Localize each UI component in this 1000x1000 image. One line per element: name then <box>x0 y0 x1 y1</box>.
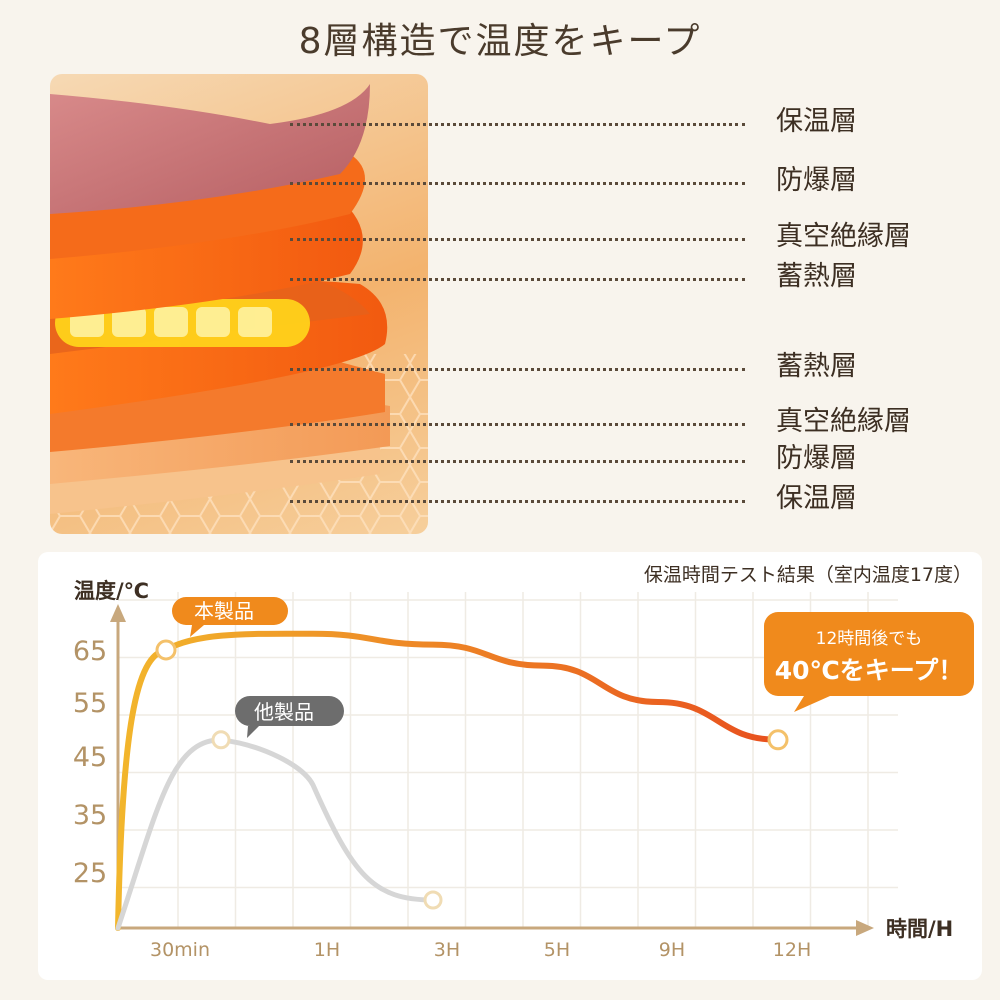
x-axis-label: 時間/H <box>886 917 953 941</box>
x-tick-label: 30min <box>150 939 210 961</box>
chart-title: 保温時間テスト結果（室内温度17度） <box>644 564 972 586</box>
callout-ours-bubble <box>172 597 288 637</box>
layer-label: 真空絶縁層 <box>776 221 911 252</box>
layer-label: 防爆層 <box>776 443 857 474</box>
layer-leader-line <box>290 500 745 503</box>
series-line-others <box>115 737 436 931</box>
y-tick-label: 65 <box>73 636 107 667</box>
annotation-line2: 40℃をキープ！ <box>775 656 964 685</box>
layer-label: 防爆層 <box>776 165 857 196</box>
data-point-others <box>423 890 443 910</box>
annotation-bubble <box>764 612 974 712</box>
series-name-ours: 本製品 <box>194 599 254 623</box>
y-tick-label: 25 <box>73 858 107 889</box>
x-tick-label: 5H <box>544 939 570 961</box>
data-point-ours <box>155 639 177 661</box>
y-tick-label: 55 <box>73 688 107 719</box>
series-line-ours <box>115 630 781 931</box>
y-axis-arrow <box>110 604 126 622</box>
layer-leader-line <box>290 182 745 185</box>
temperature-chart: 保温時間テスト結果（室内温度17度） 温度/℃ 時間/H 25 35 45 55 65 30mi… <box>73 564 974 961</box>
insole-layers-illustration <box>50 74 428 534</box>
layer-leader-line <box>290 238 745 241</box>
page-title: 8層構造で温度をキープ <box>298 21 702 62</box>
x-axis-arrow <box>856 920 874 936</box>
y-tick-label: 35 <box>73 800 107 831</box>
x-tick-label: 3H <box>434 939 460 961</box>
layer-leader-line <box>290 423 745 426</box>
layer-label: 保温層 <box>776 483 857 514</box>
callout-others-bubble <box>235 696 344 738</box>
series-name-others: 他製品 <box>254 700 314 724</box>
data-point-ours <box>767 729 789 751</box>
layer-label: 蓄熱層 <box>776 261 857 292</box>
layer-leader-line <box>290 368 745 371</box>
layer-leader-line <box>290 460 745 463</box>
x-tick-label: 12H <box>773 939 811 961</box>
y-tick-label: 45 <box>73 742 107 773</box>
layer-label: 保温層 <box>776 106 857 137</box>
annotation-line1: 12時間後でも <box>816 629 923 649</box>
x-tick-label: 9H <box>659 939 685 961</box>
layer-leader-line <box>290 123 745 126</box>
data-point-others <box>211 730 231 750</box>
layer-label: 蓄熱層 <box>776 351 857 382</box>
layer-label: 真空絶縁層 <box>776 406 911 437</box>
chart-card: 保温時間テスト結果（室内温度17度） 温度/℃ 時間/H 25 35 45 55 65 30mi… <box>38 552 982 980</box>
layer-leader-line <box>290 278 745 281</box>
y-axis-label: 温度/℃ <box>74 579 149 603</box>
x-tick-label: 1H <box>314 939 340 961</box>
